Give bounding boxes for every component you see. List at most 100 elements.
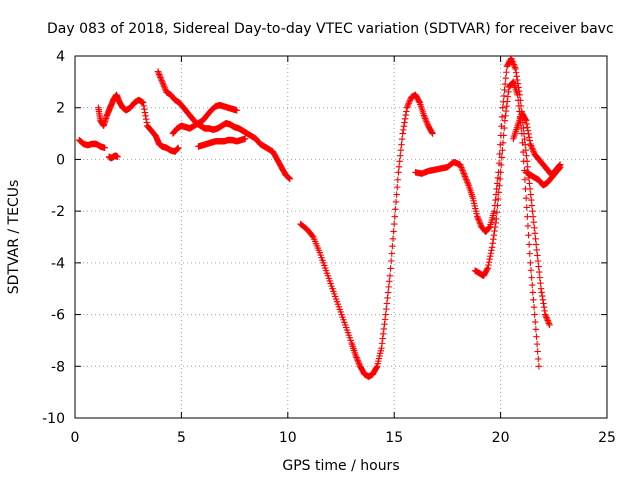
- data-point: [529, 207, 536, 215]
- data-point: [522, 195, 530, 202]
- data-point: [386, 278, 393, 285]
- data-point: [391, 213, 399, 220]
- data-point: [500, 132, 507, 139]
- data-point: [475, 216, 482, 223]
- data-point: [355, 358, 362, 366]
- data-point: [461, 171, 468, 179]
- x-axis-label: GPS time / hours: [282, 458, 399, 474]
- data-point: [381, 316, 389, 323]
- data-point: [403, 108, 410, 115]
- data-point: [512, 65, 519, 73]
- data-point: [353, 354, 360, 361]
- data-point: [383, 300, 391, 307]
- data-point: [523, 120, 530, 128]
- data-point: [533, 340, 541, 348]
- data-point: [536, 268, 543, 276]
- data-point: [511, 64, 519, 71]
- y-tick-label: 2: [56, 101, 65, 117]
- x-tick-label: 0: [71, 430, 80, 446]
- series-seg-g: [297, 91, 436, 380]
- data-point: [486, 224, 493, 231]
- y-tick-label: 0: [56, 152, 65, 168]
- data-point: [380, 325, 388, 333]
- data-point: [527, 191, 534, 198]
- data-point: [502, 74, 509, 82]
- data-point: [495, 189, 502, 196]
- data-point: [540, 303, 548, 311]
- data-point: [542, 312, 550, 320]
- series-seg-b: [95, 91, 182, 155]
- data-point: [155, 69, 162, 77]
- data-point: [401, 119, 408, 126]
- data-point: [530, 296, 537, 303]
- data-point: [531, 230, 539, 237]
- data-point: [501, 80, 509, 88]
- data-point: [527, 267, 535, 274]
- data-point: [463, 176, 470, 183]
- data-point: [157, 74, 164, 81]
- data-point: [385, 283, 392, 291]
- data-point: [387, 257, 395, 265]
- data-point: [423, 118, 430, 125]
- data-point: [162, 86, 169, 93]
- data-point: [528, 143, 535, 151]
- data-point: [526, 250, 533, 257]
- data-point: [501, 117, 509, 124]
- data-point: [530, 148, 537, 155]
- data-point: [380, 330, 387, 337]
- data-point: [161, 84, 168, 91]
- data-point: [522, 117, 530, 124]
- data-point: [492, 219, 499, 227]
- data-point: [373, 364, 380, 371]
- data-point: [498, 161, 505, 169]
- data-point: [379, 335, 386, 342]
- data-point: [498, 113, 506, 121]
- data-point: [555, 165, 563, 172]
- data-point: [523, 152, 530, 159]
- data-point: [494, 202, 501, 209]
- data-point: [534, 257, 542, 265]
- data-point: [405, 100, 412, 107]
- data-point: [501, 124, 508, 132]
- data-point: [139, 99, 147, 106]
- data-point: [354, 357, 361, 364]
- data-point: [525, 241, 533, 248]
- data-point: [501, 86, 508, 94]
- data-point: [524, 222, 532, 230]
- data-point: [400, 126, 407, 134]
- data-point: [525, 231, 532, 239]
- axis-ticks: [74, 55, 608, 419]
- data-point: [378, 344, 385, 352]
- data-point: [157, 75, 165, 83]
- data-point: [529, 289, 537, 296]
- data-point: [499, 146, 506, 154]
- data-point: [142, 115, 150, 123]
- data-point: [114, 153, 121, 161]
- data-point: [529, 146, 537, 154]
- data-point: [539, 292, 546, 300]
- y-axis-label: SDTVAR / TECUs: [6, 180, 22, 295]
- data-point: [420, 112, 428, 119]
- data-point: [499, 104, 506, 111]
- data-point: [461, 173, 469, 180]
- data-point: [496, 182, 503, 189]
- data-point: [529, 281, 536, 289]
- data-point: [518, 130, 526, 137]
- data-point: [473, 213, 481, 220]
- data-point: [530, 303, 538, 311]
- data-point: [544, 317, 551, 324]
- data-point: [512, 69, 520, 76]
- data-point: [532, 318, 539, 326]
- series-seg-c: [105, 152, 121, 162]
- data-point: [175, 144, 182, 151]
- data-point: [476, 219, 483, 226]
- data-point: [484, 265, 491, 273]
- data-point: [556, 163, 564, 171]
- data-point: [398, 141, 405, 148]
- x-tick-label: 20: [492, 430, 510, 446]
- data-point: [460, 168, 467, 176]
- y-tick-label: 4: [56, 49, 65, 65]
- data-point: [540, 300, 547, 307]
- y-tick-label: -6: [51, 308, 65, 324]
- data-point: [525, 134, 533, 141]
